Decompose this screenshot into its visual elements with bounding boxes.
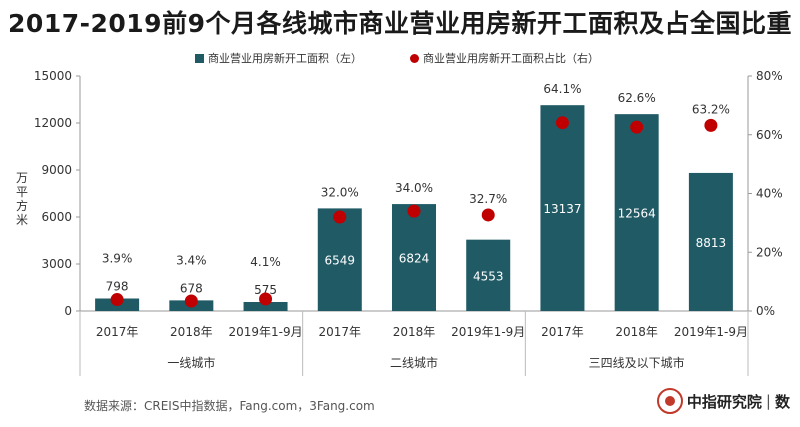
x-tick-label: 2019年1-9月 — [451, 325, 525, 339]
share-point — [184, 294, 198, 308]
brand-separator: | — [765, 392, 771, 410]
bar-value-label: 13137 — [543, 202, 581, 216]
x-tick-label: 2019年1-9月 — [674, 325, 748, 339]
x-tick-label: 2017年 — [541, 325, 584, 339]
brand-logo: 中指研究院 | 数 — [656, 388, 790, 414]
bar — [243, 301, 288, 311]
y-left-tick-label: 12000 — [34, 116, 72, 130]
brand-name: 中指研究院 — [686, 392, 762, 411]
group-label: 三四线及以下城市 — [589, 355, 685, 370]
bar — [688, 172, 733, 311]
share-point — [407, 204, 421, 218]
bar-value-label: 798 — [106, 279, 129, 293]
brand-suffix: 数 — [774, 392, 790, 411]
y-left-tick-label: 15000 — [34, 69, 72, 83]
chart-title: 2017-2019前9个月各线城市商业营业用房新开工面积及占全国比重 — [8, 9, 792, 38]
x-tick-label: 2017年 — [319, 325, 362, 339]
legend-item-share: 商业营业用房新开工面积占比（右） — [410, 50, 599, 66]
y-axis-title-char: 平 — [16, 185, 28, 199]
share-point — [630, 120, 644, 134]
y-axis-title-char: 方 — [16, 198, 28, 213]
share-point — [333, 210, 347, 224]
y-right-tick-label: 40% — [756, 187, 783, 201]
bar-value-label: 6824 — [399, 252, 430, 266]
share-point — [110, 293, 124, 307]
legend-label-area: 商业营业用房新开工面积（左） — [208, 52, 362, 65]
bar-value-label: 4553 — [473, 269, 504, 283]
share-value-label: 32.0% — [321, 185, 359, 199]
brand-emblem-icon — [656, 388, 683, 414]
share-point — [704, 118, 718, 132]
source-note: 数据来源：CREIS中指数据，Fang.com，3Fang.com — [84, 399, 375, 413]
legend: 商业营业用房新开工面积（左） 商业营业用房新开工面积占比（右） — [0, 50, 800, 68]
y-left-tick-label: 6000 — [41, 210, 72, 224]
bar-value-label: 575 — [254, 283, 277, 297]
y-right-tick-label: 0% — [756, 304, 775, 318]
group-label: 二线城市 — [390, 355, 438, 370]
bar — [614, 114, 659, 311]
group-label: 一线城市 — [167, 355, 215, 370]
x-tick-label: 2019年1-9月 — [228, 325, 302, 339]
y-right-tick-label: 20% — [756, 245, 783, 259]
y-axis-title-char: 米 — [16, 213, 28, 227]
share-point — [259, 292, 273, 306]
bar — [392, 204, 436, 311]
bar-value-label: 6549 — [325, 254, 356, 268]
share-value-label: 3.4% — [176, 253, 207, 267]
bar — [466, 239, 511, 311]
share-value-label: 4.1% — [250, 255, 281, 269]
y-axis-title-char: 万 — [16, 171, 28, 185]
x-tick-label: 2018年 — [615, 325, 658, 339]
y-right-tick-label: 80% — [756, 69, 783, 83]
y-left-tick-label: 0 — [64, 304, 72, 318]
share-value-label: 63.2% — [692, 102, 730, 116]
x-tick-label: 2018年 — [393, 325, 436, 339]
y-left-tick-label: 9000 — [41, 163, 72, 177]
x-tick-label: 2017年 — [96, 325, 139, 339]
bar-value-label: 12564 — [618, 207, 656, 221]
legend-swatch-dot — [410, 53, 419, 63]
bar — [317, 208, 362, 311]
share-value-label: 32.7% — [469, 192, 507, 206]
bar-value-label: 8813 — [696, 236, 727, 250]
legend-item-area: 商业营业用房新开工面积（左） — [195, 50, 362, 66]
share-value-label: 64.1% — [543, 82, 581, 96]
y-left-tick-label: 3000 — [41, 257, 72, 271]
share-value-label: 34.0% — [395, 181, 433, 195]
share-value-label: 62.6% — [618, 91, 656, 105]
x-tick-label: 2018年 — [170, 325, 213, 339]
share-value-label: 3.9% — [102, 251, 133, 265]
bar — [540, 105, 585, 311]
bar-value-label: 678 — [180, 281, 203, 295]
share-point — [481, 208, 495, 222]
legend-label-share: 商业营业用房新开工面积占比（右） — [423, 52, 599, 65]
legend-swatch-bar — [195, 53, 204, 63]
y-right-tick-label: 60% — [756, 128, 783, 142]
share-point — [555, 116, 569, 130]
